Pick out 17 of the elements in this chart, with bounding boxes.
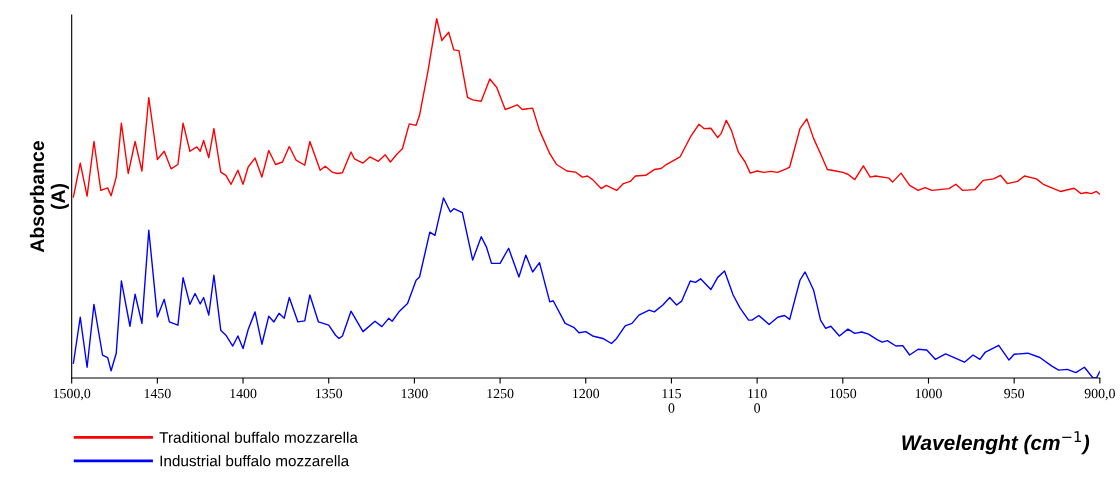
x-tick-label: 1200 xyxy=(573,388,600,399)
x-tick-label: 900,0 xyxy=(1084,388,1115,401)
x-tick-label: 110 0 xyxy=(748,388,767,413)
x-tick-label: 115 0 xyxy=(662,388,682,413)
x-tick-label: 1500,0 xyxy=(53,388,91,401)
x-tick-label: 1400 xyxy=(230,388,257,399)
x-tick-label: 1050 xyxy=(830,388,857,399)
x-tick-label: 1000 xyxy=(915,388,942,399)
x-tick-label: 950 xyxy=(1004,388,1025,399)
legend-label: Industrial buffalo mozzarella xyxy=(160,455,350,467)
legend-label: Traditional buffalo mozzarella xyxy=(159,431,358,443)
y-axis-title: Absorbance (A) xyxy=(29,140,69,253)
x-tick-label: 1450 xyxy=(144,388,171,399)
x-axis-title: Wavelenght (cm$^{−1}$) xyxy=(902,431,1090,455)
x-tick-label: 1300 xyxy=(401,388,428,399)
x-tick-label: 1350 xyxy=(316,388,343,399)
x-tick-label: 1250 xyxy=(487,388,514,399)
